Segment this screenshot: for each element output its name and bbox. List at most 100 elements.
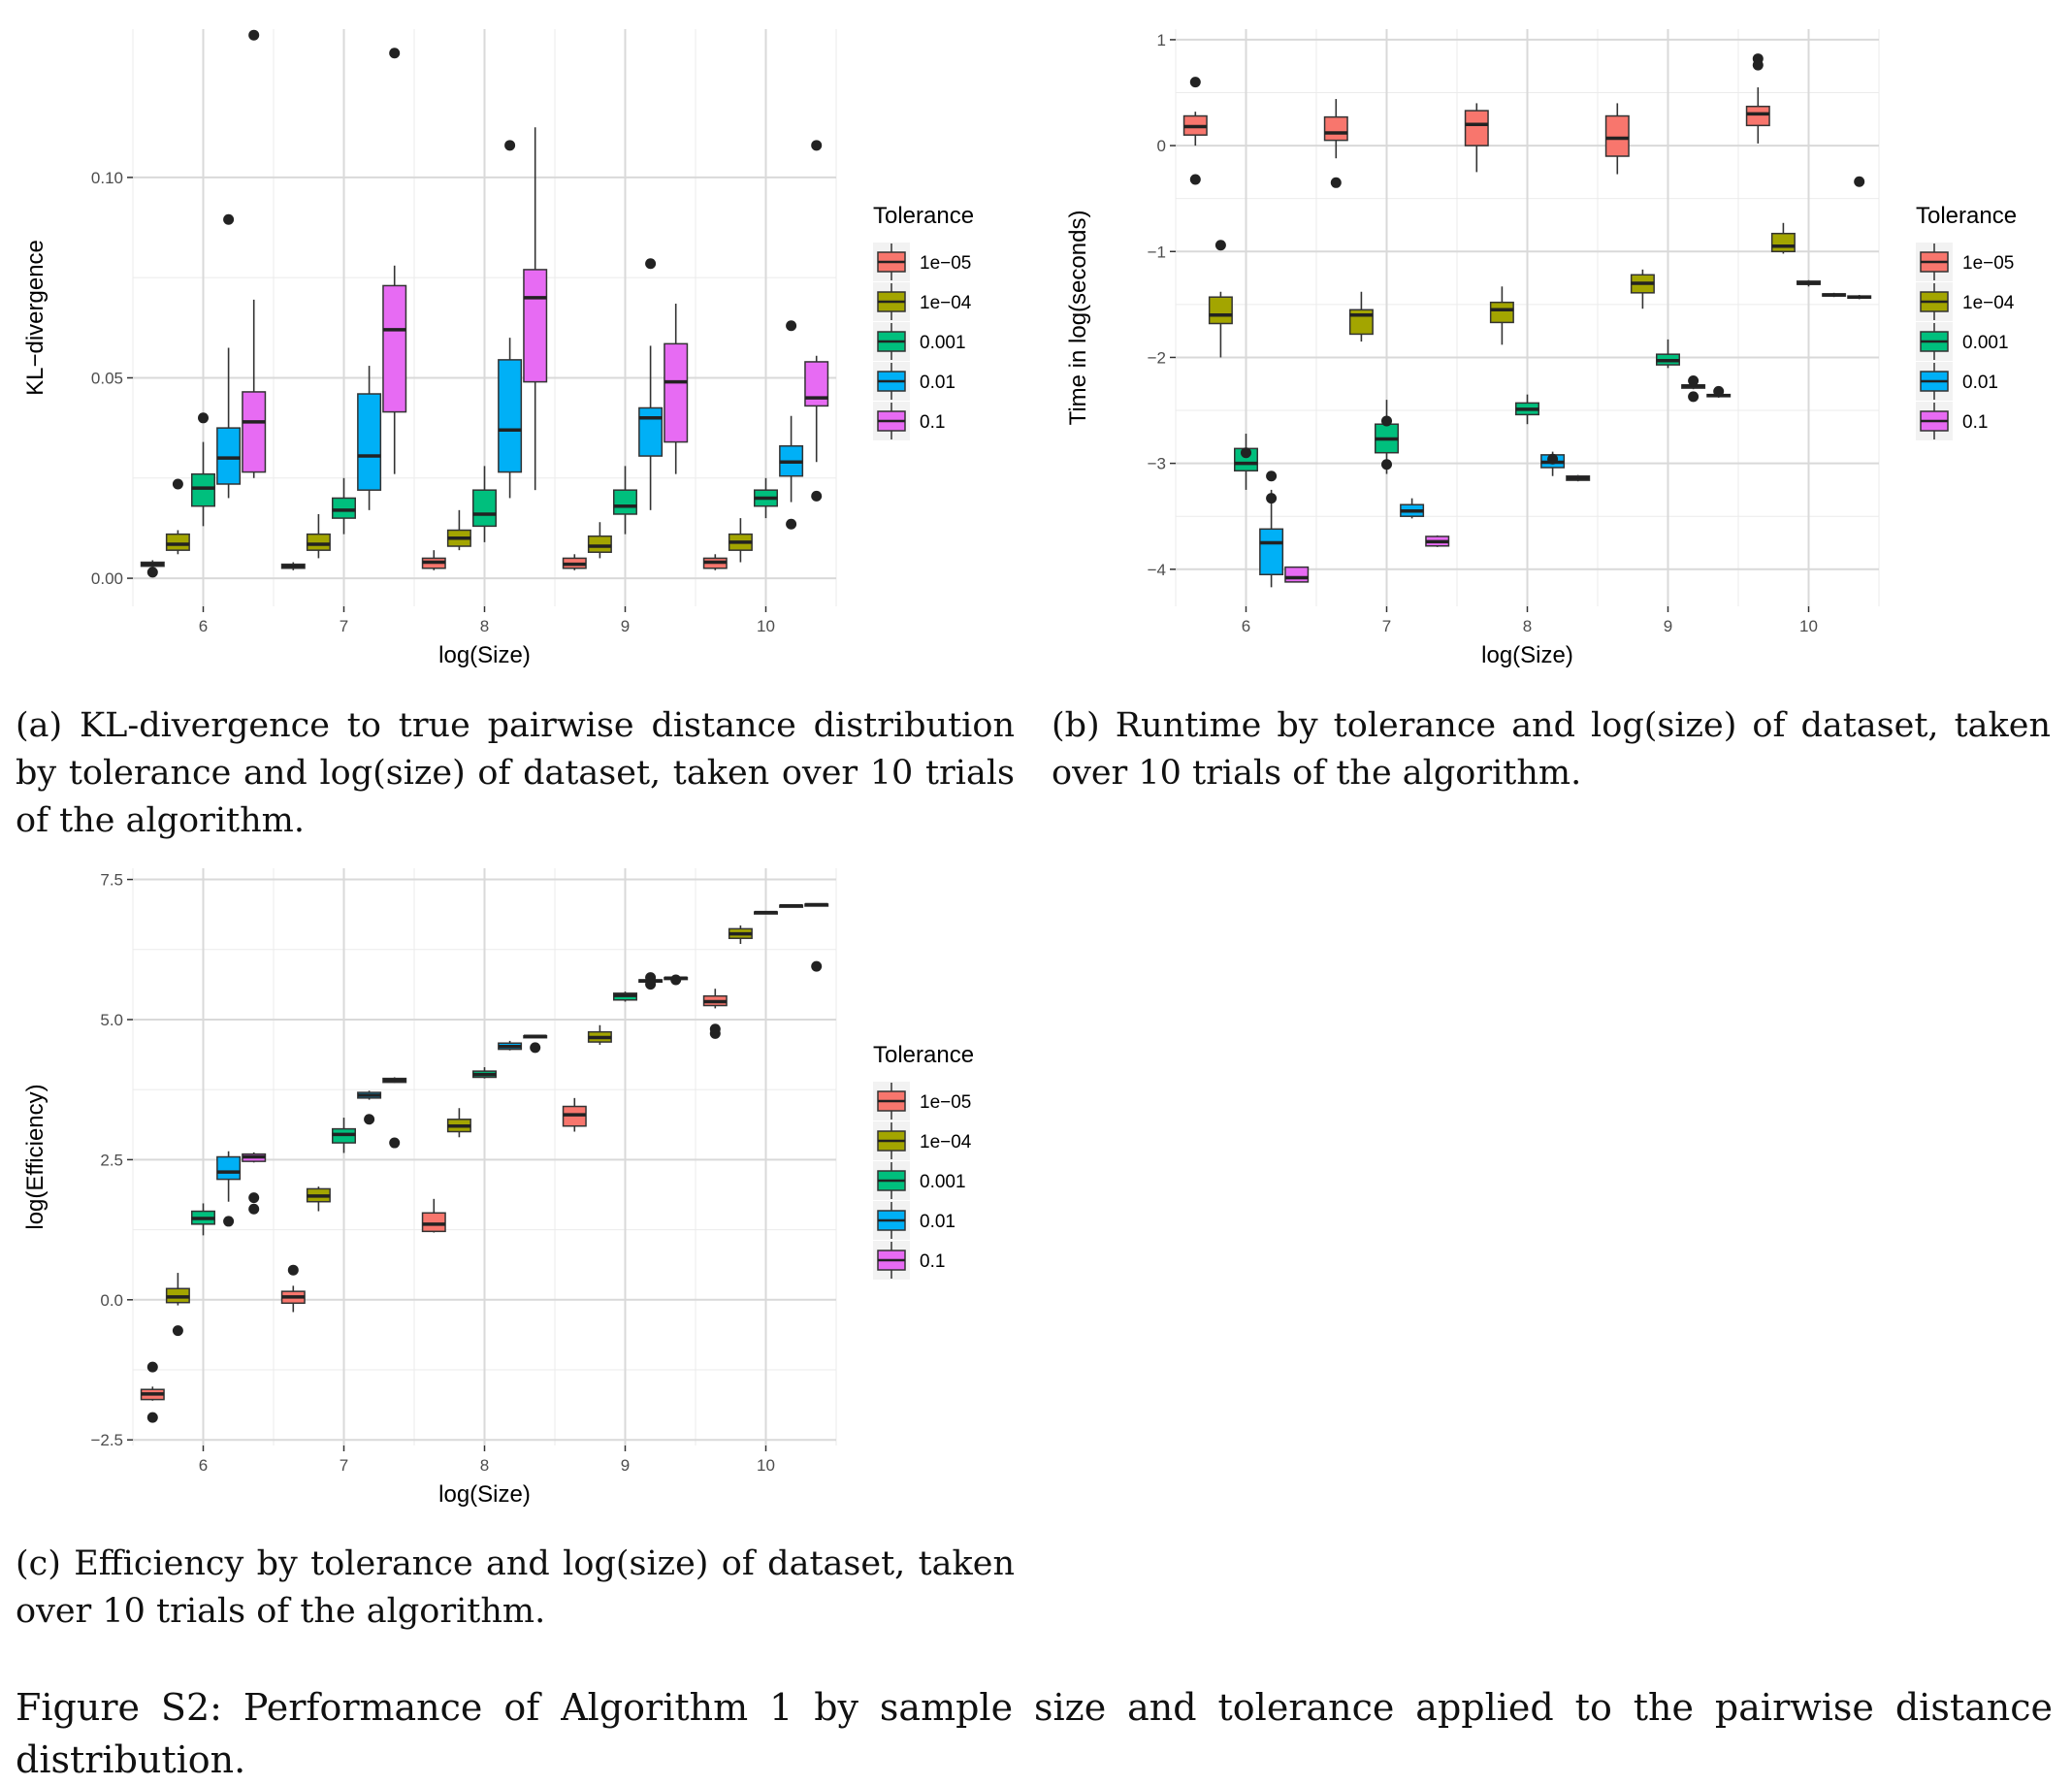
y-axis-title: KL−divergence [22, 240, 49, 396]
outlier-point [811, 140, 823, 151]
outlier-point [1854, 176, 1865, 187]
box-a-8-0 [421, 550, 446, 570]
x-tick-label: 9 [621, 1456, 630, 1475]
x-tick-label: 10 [757, 617, 775, 635]
legend-title: Tolerance [1916, 203, 2017, 229]
outlier-point [223, 213, 235, 225]
y-tick-label: 0.00 [91, 569, 123, 588]
box-c-9-1 [587, 1024, 612, 1045]
legend-label: 1e−05 [920, 1092, 971, 1113]
box-body [472, 489, 497, 528]
box-c-7-1 [306, 1186, 331, 1212]
box-c-6-0 [140, 1361, 165, 1423]
box-b-7-4 [1425, 535, 1450, 547]
y-tick-label: −4 [1148, 561, 1166, 579]
outlier-point [645, 258, 657, 270]
box-b-9-2 [1656, 339, 1680, 369]
x-tick-label: 8 [1523, 617, 1532, 635]
x-tick-label: 10 [757, 1456, 775, 1475]
legend-key [1916, 362, 1953, 401]
x-tick-label: 6 [199, 1456, 208, 1475]
outlier-point [786, 518, 797, 530]
y-tick-label: 1 [1157, 31, 1166, 49]
box-body [1464, 110, 1489, 146]
box-c-10-1 [728, 925, 753, 944]
box-a-8-1 [446, 509, 471, 551]
legend-key [873, 402, 910, 440]
caption-b: (b) Runtime by tolerance and log(size) o… [1052, 706, 2051, 793]
box-b-10-3 [1822, 292, 1847, 298]
plot-b: −4 −3 −2 −1 0 1 6 7 8 9 10 log(Size) Time in log(sec… [1065, 29, 1880, 668]
box-a-10-4 [804, 140, 829, 502]
legend-c: Tolerance 1e−05 1e−04 0.001 0.01 0.1 [873, 1042, 974, 1280]
y-tick-label: −2.5 [90, 1431, 123, 1449]
box-b-6-1 [1208, 240, 1233, 358]
box-body [523, 269, 548, 383]
x-tick-label: 7 [340, 617, 348, 635]
outlier-point [172, 478, 183, 490]
legend-key [873, 1241, 910, 1280]
box-b-9-0 [1604, 103, 1630, 175]
outlier-point [1752, 59, 1764, 71]
legend-label: 0.01 [920, 373, 955, 393]
box-c-6-1 [165, 1273, 190, 1337]
outlier-point [1688, 374, 1700, 386]
legend-key [873, 282, 910, 321]
outlier-point [811, 490, 823, 502]
box-c-10-3 [779, 903, 804, 908]
efficiency-chart: −2.5 0.0 2.5 5.0 7.5 6 7 8 9 10 log(Size) log(Effic… [22, 868, 974, 1508]
legend-key [873, 243, 910, 281]
box-a-9-2 [613, 466, 637, 535]
outlier-point [709, 1023, 721, 1035]
box-body [1489, 301, 1514, 324]
box-body [382, 284, 407, 413]
box-c-7-2 [332, 1118, 356, 1153]
box-c-10-0 [702, 989, 728, 1039]
box-c-9-2 [613, 991, 637, 1002]
box-b-8-4 [1566, 474, 1591, 482]
y-tick-label: 0.10 [91, 169, 123, 187]
x-tick-label: 7 [1382, 617, 1391, 635]
box-c-6-4 [242, 1152, 267, 1215]
outlier-point [146, 1361, 158, 1373]
legend-b: Tolerance 1e−05 1e−04 0.001 0.01 0.1 [1916, 203, 2017, 440]
outlier-point [1266, 471, 1278, 482]
box-c-8-3 [498, 1040, 523, 1051]
box-a-7-4 [382, 48, 407, 474]
outlier-point [146, 1412, 158, 1423]
runtime-chart: −4 −3 −2 −1 0 1 6 7 8 9 10 log(Size) Time in log(sec… [1065, 29, 2017, 668]
box-b-9-3 [1681, 374, 1706, 403]
legend-title: Tolerance [873, 203, 974, 229]
outlier-point [645, 979, 657, 990]
outlier-point [811, 960, 823, 972]
box-c-7-3 [357, 1090, 382, 1125]
outlier-point [1189, 174, 1201, 185]
plot-a: 0.00 0.05 0.10 6 7 8 9 10 log(Size) KL−divergence [22, 29, 837, 668]
box-b-7-3 [1400, 498, 1425, 519]
box-body [216, 427, 242, 485]
outlier-point [786, 320, 797, 332]
box-a-7-3 [357, 366, 382, 510]
outlier-point [248, 1192, 260, 1204]
box-c-10-2 [754, 910, 778, 915]
box-b-7-0 [1323, 99, 1348, 188]
y-tick-label: −1 [1148, 243, 1166, 261]
x-tick-label: 10 [1799, 617, 1818, 635]
legend-key [1916, 402, 1953, 440]
box-a-9-1 [587, 522, 612, 559]
box-body [242, 391, 267, 473]
box-a-6-4 [242, 29, 267, 478]
box-c-7-0 [280, 1264, 306, 1313]
outlier-point [198, 412, 209, 424]
x-tick-label: 9 [1664, 617, 1672, 635]
outlier-point [248, 29, 260, 41]
outlier-point [1330, 177, 1342, 188]
y-tick-label: 0 [1157, 137, 1166, 155]
box-body [638, 406, 664, 457]
box-c-9-0 [562, 1097, 587, 1132]
box-a-8-2 [472, 466, 497, 542]
legend-key [873, 1082, 910, 1120]
box-b-7-1 [1348, 291, 1374, 342]
outlier-point [287, 1264, 299, 1276]
box-b-6-3 [1259, 471, 1284, 588]
